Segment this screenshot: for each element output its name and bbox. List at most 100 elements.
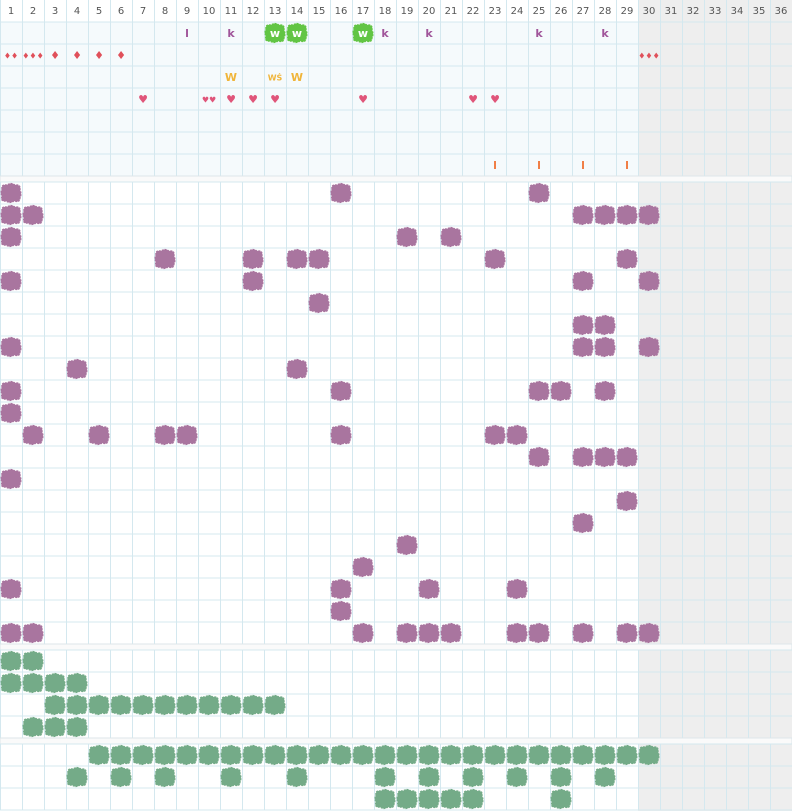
blob	[0, 402, 22, 424]
blob-shape	[594, 314, 616, 336]
blob	[66, 716, 88, 738]
column-number: 34	[731, 6, 744, 17]
column-number: 18	[379, 6, 392, 17]
blob-shape	[22, 622, 44, 644]
entry-text: l	[185, 27, 189, 40]
blob-shape	[418, 622, 440, 644]
entry-text: ♥	[490, 93, 500, 106]
blob-shape	[110, 744, 132, 766]
blob-shape	[330, 182, 352, 204]
blob-shape	[594, 766, 616, 788]
blob	[594, 446, 616, 468]
blob	[572, 446, 594, 468]
blob-shape	[506, 578, 528, 600]
blob	[418, 766, 440, 788]
column-number: 5	[96, 6, 102, 17]
blob	[0, 226, 22, 248]
column-number: 23	[489, 6, 502, 17]
blob	[330, 744, 352, 766]
blob	[220, 744, 242, 766]
blob	[616, 446, 638, 468]
blob	[484, 744, 506, 766]
blob-shape	[616, 622, 638, 644]
blob-shape	[0, 650, 22, 672]
blob	[594, 204, 616, 226]
blob-shape	[572, 204, 594, 226]
blob	[88, 744, 110, 766]
column-number: 4	[74, 6, 80, 17]
blob	[594, 766, 616, 788]
blob-shape	[462, 788, 484, 810]
blob-shape	[242, 270, 264, 292]
blob	[462, 788, 484, 810]
blob-shape	[286, 248, 308, 270]
entry-text: ♥	[270, 93, 280, 106]
blob-shape	[418, 788, 440, 810]
blob	[572, 314, 594, 336]
column-number: 21	[445, 6, 458, 17]
blob	[352, 744, 374, 766]
blob-shape	[154, 744, 176, 766]
blob	[462, 766, 484, 788]
entry-text: k	[535, 27, 543, 40]
blob-shape	[242, 248, 264, 270]
blob-shape	[286, 766, 308, 788]
blob-shape	[396, 226, 418, 248]
blob-shape	[506, 766, 528, 788]
blob-shape	[352, 556, 374, 578]
blob-shape	[0, 270, 22, 292]
blob-shape	[176, 694, 198, 716]
blob-shape	[616, 490, 638, 512]
blob-shape	[110, 766, 132, 788]
blob	[242, 270, 264, 292]
blob	[528, 182, 550, 204]
blob-shape	[176, 744, 198, 766]
blob	[22, 650, 44, 672]
column-number: 11	[225, 6, 238, 17]
entry-mark: ♦	[72, 49, 82, 62]
blob	[44, 716, 66, 738]
blob-shape	[572, 744, 594, 766]
blob-shape	[572, 446, 594, 468]
entry-mark: ♥	[248, 93, 258, 106]
blob-shape	[352, 744, 374, 766]
blob-shape	[0, 622, 22, 644]
blob-shape	[154, 248, 176, 270]
blob-shape	[572, 622, 594, 644]
entry-mark: ♦	[116, 49, 126, 62]
blob-shape	[528, 446, 550, 468]
blob	[418, 622, 440, 644]
blob-shape	[528, 380, 550, 402]
blob-shape	[0, 336, 22, 358]
blob-shape	[638, 204, 660, 226]
blob	[396, 788, 418, 810]
column-number: 17	[357, 6, 370, 17]
blob-shape	[396, 534, 418, 556]
blob	[616, 490, 638, 512]
blob	[198, 744, 220, 766]
blob-shape	[66, 694, 88, 716]
entry-text: k	[381, 27, 389, 40]
blob-shape	[308, 292, 330, 314]
blob	[220, 766, 242, 788]
blob-shape	[418, 766, 440, 788]
blob-shape	[594, 744, 616, 766]
blob	[396, 534, 418, 556]
blob-shape	[462, 766, 484, 788]
entry-text: ♥♥	[202, 96, 216, 105]
entry-mark: ♥	[226, 93, 236, 106]
blob	[594, 380, 616, 402]
blob	[0, 468, 22, 490]
blob	[0, 182, 22, 204]
blob-shape	[330, 424, 352, 446]
blob-shape	[638, 270, 660, 292]
blob-shape	[154, 424, 176, 446]
blob-shape	[22, 204, 44, 226]
blob	[528, 380, 550, 402]
blob	[176, 744, 198, 766]
blob-shape	[374, 766, 396, 788]
blob	[374, 788, 396, 810]
blob	[638, 622, 660, 644]
blob-shape	[572, 314, 594, 336]
